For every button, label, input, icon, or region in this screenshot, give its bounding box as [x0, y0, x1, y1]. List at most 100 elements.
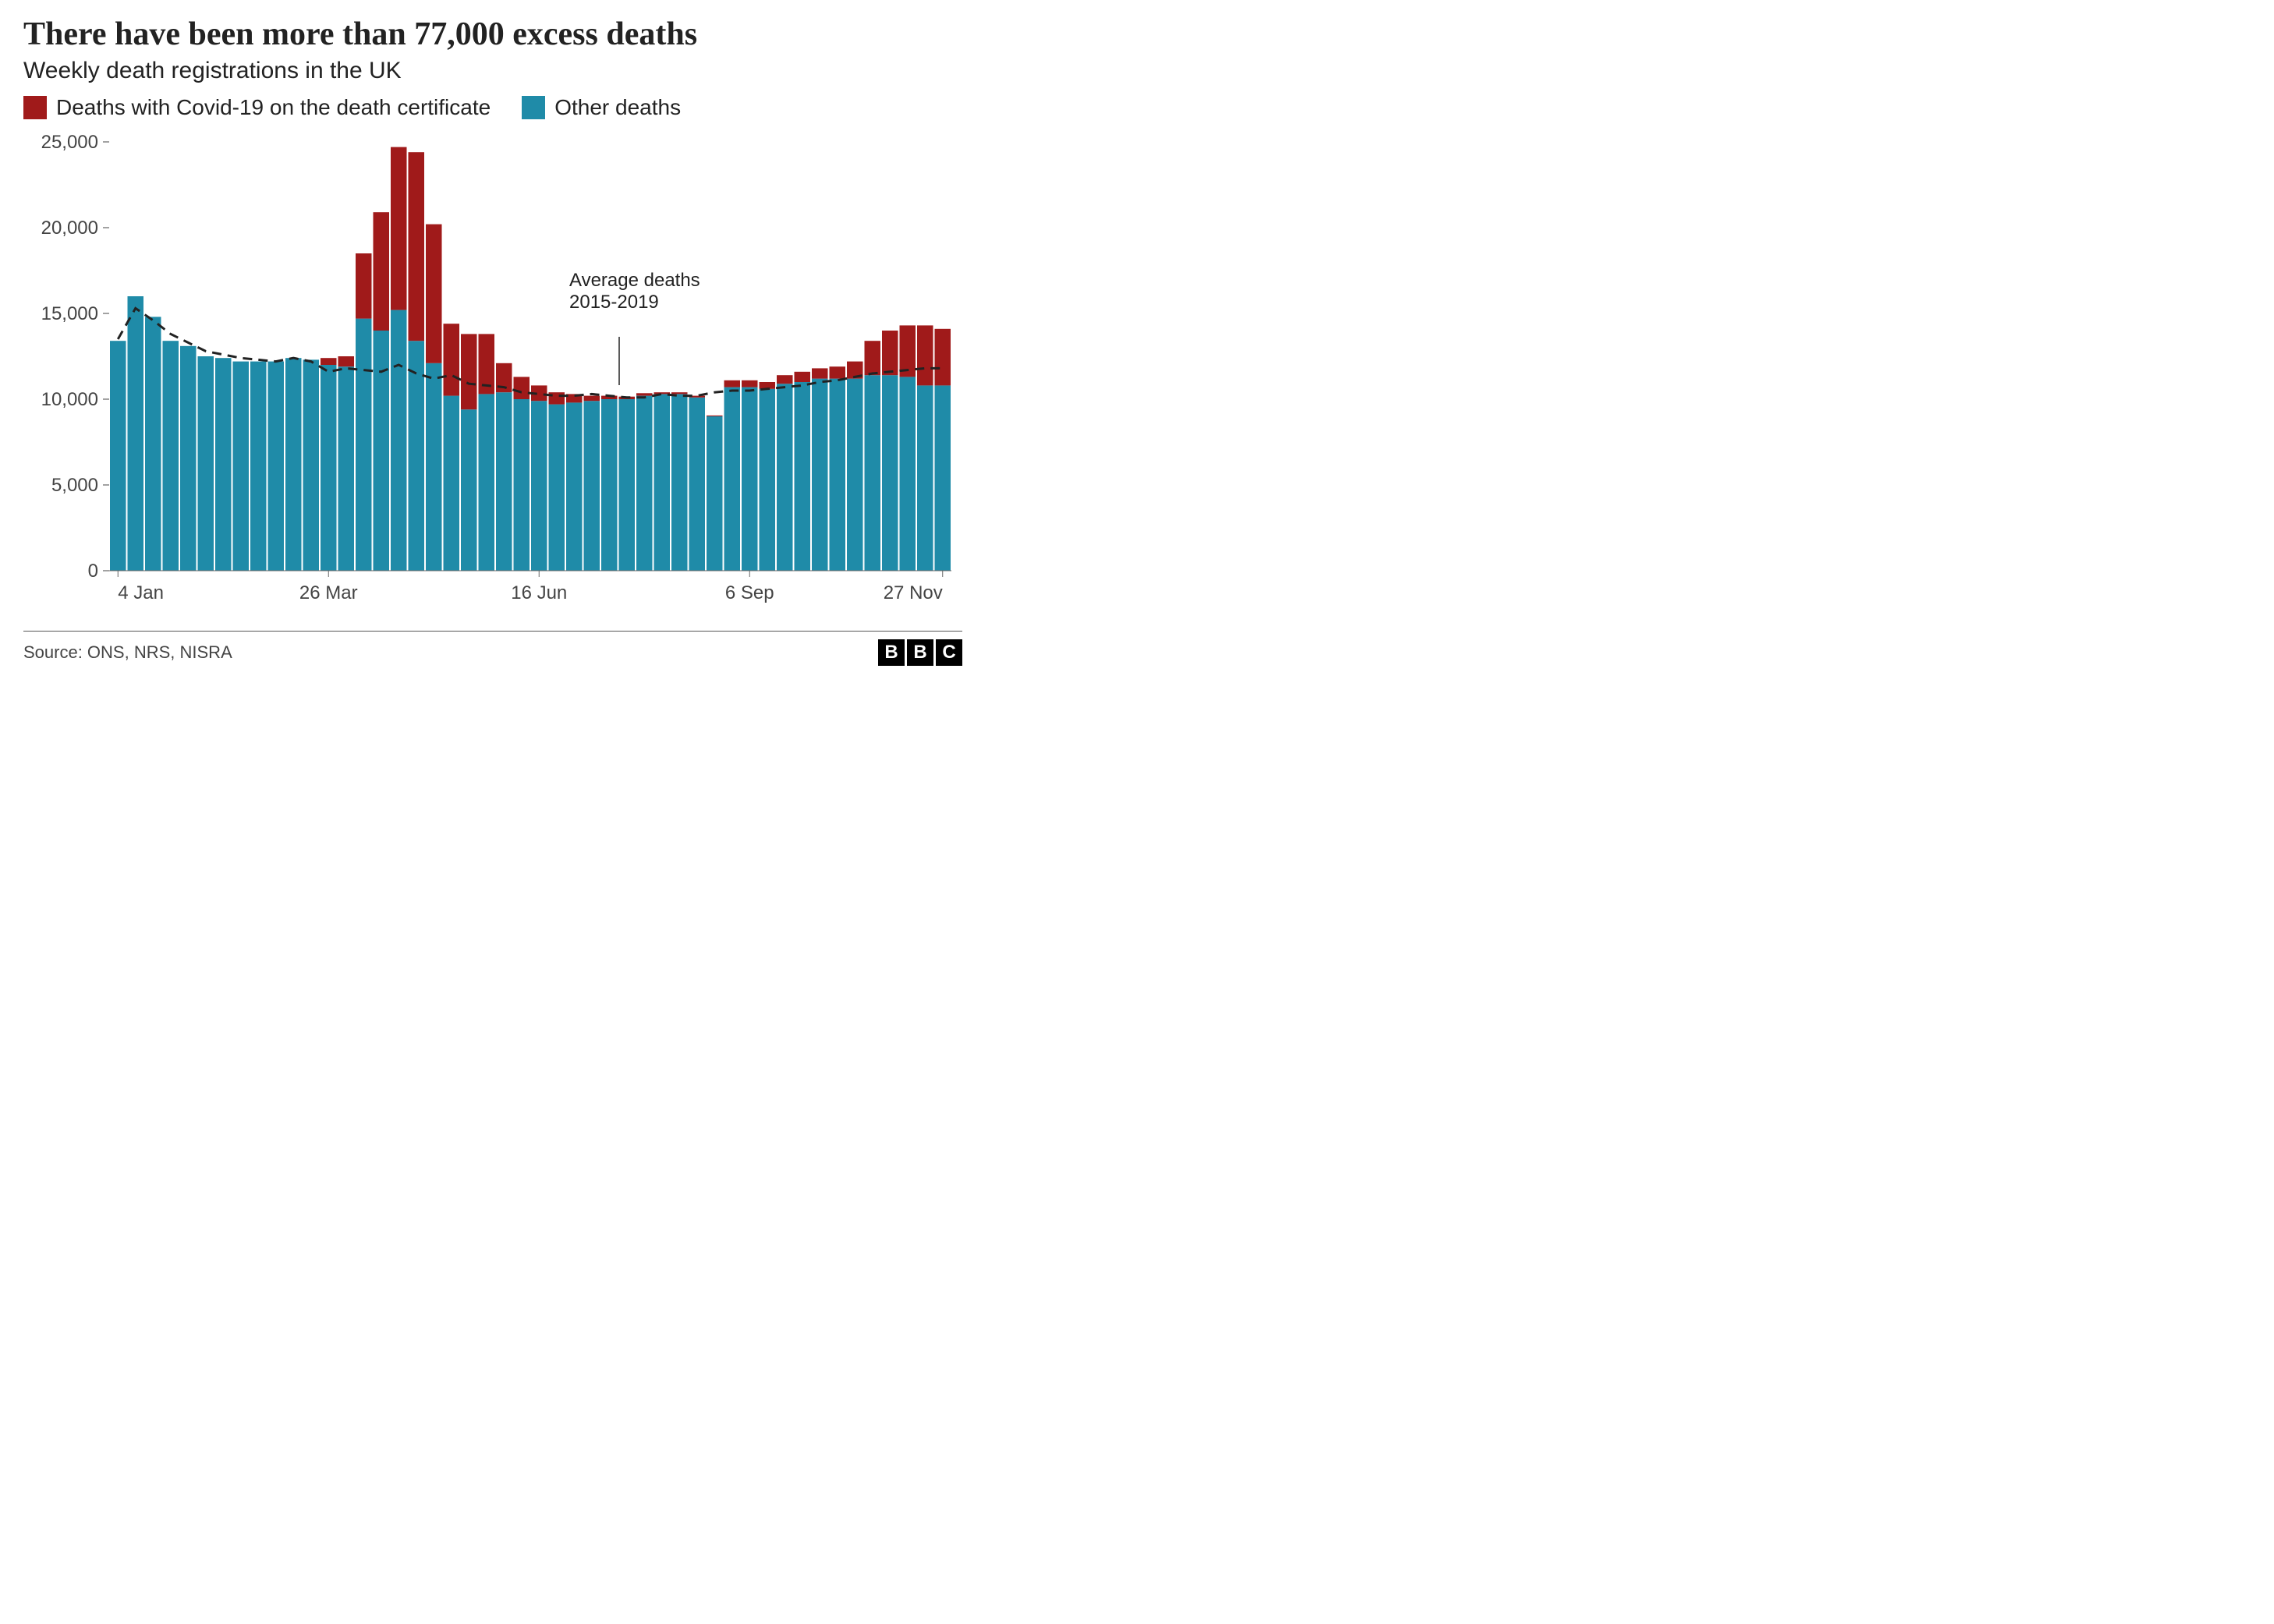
bar-other — [566, 402, 583, 571]
bar-other — [215, 358, 232, 571]
svg-text:4 Jan: 4 Jan — [118, 582, 164, 603]
bar-other — [180, 346, 197, 571]
bar-other — [795, 382, 811, 571]
chart-footer: Source: ONS, NRS, NISRA B B C — [23, 631, 962, 666]
bar-other — [163, 341, 179, 571]
bar-covid — [917, 325, 933, 385]
bar-other — [847, 379, 863, 571]
bar-covid — [742, 380, 758, 387]
bar-other — [128, 296, 144, 571]
bar-covid — [812, 368, 828, 378]
bar-other — [321, 365, 337, 571]
bar-other — [268, 362, 285, 571]
bar-other — [707, 416, 723, 571]
bar-other — [356, 319, 372, 571]
bar-covid — [882, 331, 898, 375]
bar-other — [250, 362, 267, 571]
bar-other — [461, 409, 477, 571]
bar-other — [619, 399, 636, 571]
bar-other — [479, 394, 495, 571]
chart-card: There have been more than 77,000 excess … — [0, 0, 986, 681]
bar-covid — [830, 366, 846, 378]
bar-other — [409, 341, 425, 571]
bar-covid — [374, 212, 390, 331]
bar-other — [935, 385, 951, 571]
bar-covid — [636, 393, 653, 395]
bar-other — [514, 399, 530, 571]
bar-other — [636, 396, 653, 571]
annotation-text: 2015-2019 — [569, 292, 659, 313]
bar-covid — [865, 341, 881, 375]
bar-other — [830, 379, 846, 571]
legend-swatch-covid — [23, 96, 47, 119]
bar-other — [777, 384, 793, 571]
source-label: Source: ONS, NRS, NISRA — [23, 642, 232, 663]
svg-text:6 Sep: 6 Sep — [725, 582, 774, 603]
bar-covid — [321, 358, 337, 365]
chart-title: There have been more than 77,000 excess … — [23, 16, 962, 53]
bar-other — [145, 317, 161, 571]
bar-other — [900, 377, 916, 571]
svg-text:25,000: 25,000 — [41, 134, 98, 153]
bar-covid — [795, 372, 811, 382]
bar-covid — [514, 377, 530, 399]
bar-other — [654, 394, 671, 571]
chart-subtitle: Weekly death registrations in the UK — [23, 58, 962, 84]
bar-other — [742, 387, 758, 571]
svg-text:26 Mar: 26 Mar — [299, 582, 358, 603]
bar-other — [812, 379, 828, 571]
legend: Deaths with Covid-19 on the death certif… — [23, 95, 962, 120]
bar-other — [865, 375, 881, 571]
bar-covid — [671, 392, 688, 394]
bar-covid — [724, 380, 741, 387]
bar-other — [338, 366, 355, 571]
legend-item-other: Other deaths — [522, 95, 681, 120]
bar-other — [531, 401, 547, 571]
bar-other — [426, 363, 442, 571]
bar-covid — [461, 334, 477, 409]
bar-other — [671, 394, 688, 571]
bar-covid — [391, 147, 407, 310]
svg-text:0: 0 — [88, 561, 98, 582]
legend-swatch-other — [522, 96, 545, 119]
bar-other — [110, 341, 126, 571]
bar-other — [724, 387, 741, 571]
bar-covid — [338, 356, 355, 366]
svg-text:15,000: 15,000 — [41, 303, 98, 324]
svg-text:16 Jun: 16 Jun — [511, 582, 567, 603]
bbc-logo-c: C — [936, 639, 962, 666]
bbc-logo-b1: B — [878, 639, 905, 666]
stacked-bar-chart: 0 5,000 10,000 15,000 20,000 25,000 4 Jan 26 Ma… — [23, 134, 959, 617]
bar-other — [549, 405, 565, 571]
bar-other — [374, 331, 390, 571]
bar-other — [917, 385, 933, 571]
bar-covid — [777, 375, 793, 384]
bar-other — [689, 398, 706, 571]
bar-covid — [426, 225, 442, 363]
bar-other — [601, 399, 618, 571]
bar-other — [198, 356, 214, 571]
bar-covid — [584, 396, 600, 402]
bar-other — [496, 392, 512, 571]
bar-other — [391, 310, 407, 571]
bar-other — [285, 358, 302, 571]
bar-other — [584, 401, 600, 571]
bar-covid — [356, 253, 372, 319]
bar-covid — [444, 324, 460, 395]
svg-text:20,000: 20,000 — [41, 218, 98, 239]
annotation-text: Average deaths — [569, 270, 700, 291]
bar-other — [303, 359, 320, 571]
legend-item-covid: Deaths with Covid-19 on the death certif… — [23, 95, 491, 120]
bar-other — [444, 396, 460, 571]
svg-text:5,000: 5,000 — [51, 475, 98, 496]
legend-label-covid: Deaths with Covid-19 on the death certif… — [56, 95, 491, 120]
bar-covid — [935, 329, 951, 386]
bbc-logo-b2: B — [907, 639, 933, 666]
legend-label-other: Other deaths — [554, 95, 681, 120]
bbc-logo: B B C — [878, 639, 962, 666]
svg-text:27 Nov: 27 Nov — [884, 582, 943, 603]
bar-covid — [409, 152, 425, 341]
bar-covid — [654, 392, 671, 394]
svg-text:10,000: 10,000 — [41, 389, 98, 410]
bar-other — [233, 362, 250, 571]
